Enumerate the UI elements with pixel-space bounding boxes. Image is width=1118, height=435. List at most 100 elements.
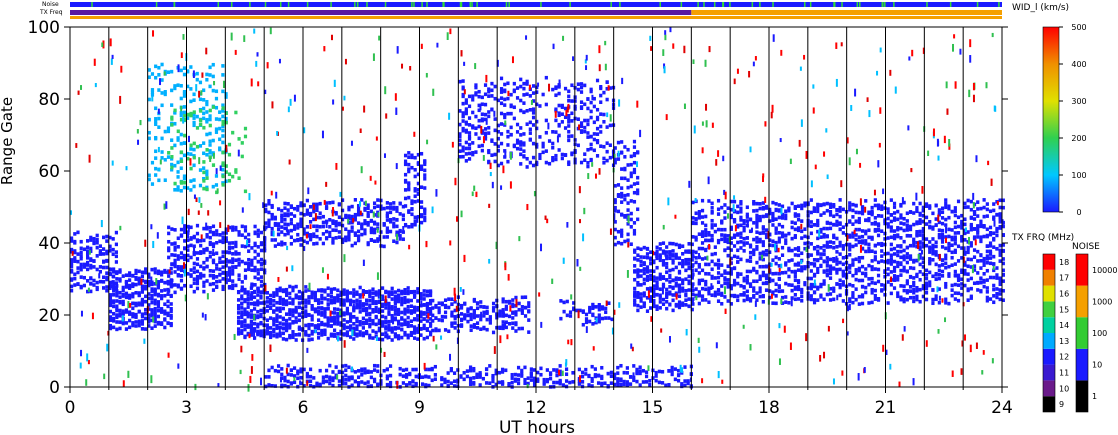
echo-cell [589,100,593,105]
echo-cell [179,268,184,273]
echo-cell [886,236,890,240]
echo-cell [275,332,279,337]
echo-cell [169,266,173,271]
echo-cell [892,252,897,256]
echo-cell [483,112,488,117]
echo-cell [953,250,957,254]
echo-cell [739,293,743,297]
echo-cell [710,238,714,243]
echo-cell [440,314,444,319]
echo-cell [256,271,260,276]
echo-cell [825,221,829,225]
echo-cell [822,279,826,283]
echo-cell [292,374,297,378]
echo-cell [211,276,216,280]
echo-cell [253,224,257,229]
echo-cell [329,316,333,320]
echo-cell [899,221,903,225]
echo-cell [453,326,457,330]
echo-cell [723,203,727,207]
noise-strip-tick [949,2,952,7]
echo-cell [912,243,916,248]
echo-cell [462,370,466,375]
echo-cell [395,230,399,235]
echo-cell [828,205,833,210]
echo-cell [704,230,708,235]
echo-cell [931,288,935,292]
echo-cell [393,294,397,299]
echo-cell [956,273,961,278]
echo-cell [419,292,423,296]
echo-cell [822,252,826,257]
echo-cell [275,287,279,292]
echo-cell [471,94,475,99]
echo-cell [912,237,916,242]
echo-cell [860,211,865,216]
echo-cell [629,162,633,167]
echo-cell [873,288,877,293]
echo-cell [150,297,154,301]
echo-cell [240,285,244,290]
echo-cell [652,278,656,283]
echo-cell [275,334,279,339]
echo-cell [528,127,532,132]
echo-cell [140,290,145,294]
echo-cell [173,248,177,252]
echo-cell [677,243,682,248]
echo-cell [591,312,595,317]
echo-cell [401,204,405,209]
echo-cell [519,147,523,151]
echo-cell [474,92,478,97]
echo-cell [937,220,941,225]
echo-cell [332,320,337,324]
echo-cell [707,262,711,267]
echo-cell [407,155,411,159]
echo-cell [588,305,592,310]
echo-cell [665,287,669,292]
echo-cell [98,249,102,253]
echo-cell [154,75,158,80]
echo-cell [816,249,820,254]
echo-cell [412,331,417,335]
echo-cell [654,374,658,378]
echo-cell [985,254,989,258]
echo-cell [668,250,672,254]
echo-cell [79,275,83,279]
echo-cell [348,298,353,303]
echo-cell [318,215,322,220]
echo-cell [240,280,244,284]
echo-cell [144,311,148,316]
echo-cell [124,273,129,278]
echo-cell [661,297,666,302]
echo-cell [854,287,858,291]
echo-cell [726,237,730,242]
echo-cell [499,76,504,81]
echo-cell [102,286,106,290]
echo-cell [385,376,389,381]
echo-cell [892,265,897,270]
echo-cell [758,214,762,219]
echo-cell [313,325,317,330]
echo-cell [832,204,836,209]
echo-cell [450,324,454,328]
echo-cell [388,373,393,378]
echo-cell [520,305,524,309]
echo-cell [263,235,267,240]
echo-cell [597,307,601,312]
echo-cell [105,249,109,254]
echo-cell [234,265,238,269]
echo-cell [771,258,775,262]
echo-cell [163,280,167,285]
echo-cell [509,125,513,130]
echo-cell [645,247,650,251]
echo-cell [167,239,171,244]
echo-cell [918,221,922,225]
echo-cell [294,338,298,342]
echo-cell [475,306,480,311]
echo-cell [600,374,604,379]
echo-cell [905,279,909,283]
echo-cell [567,124,571,128]
echo-cell [463,313,467,317]
echo-cell [579,160,584,165]
echo-cell [299,369,303,374]
